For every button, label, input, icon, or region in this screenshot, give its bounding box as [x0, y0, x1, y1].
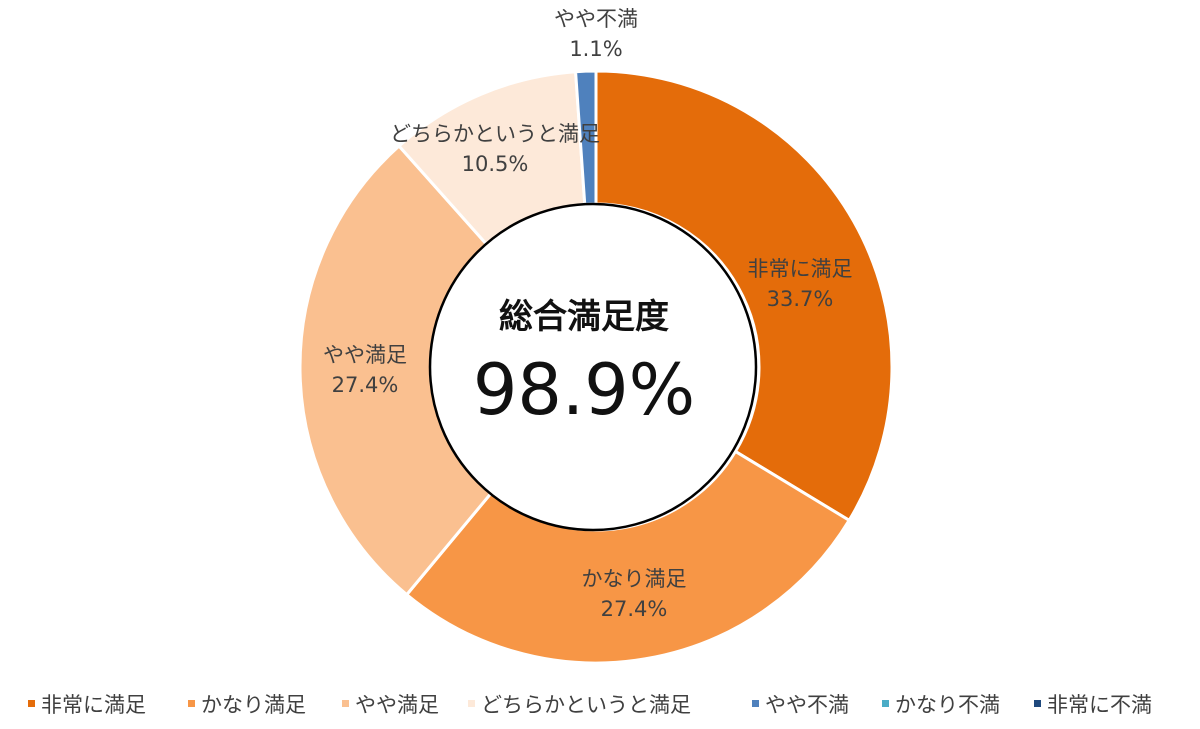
legend-item-2: かなり満足 [188, 693, 306, 717]
legend-swatch-2 [188, 700, 195, 707]
slice-label-4: どちらかというと満足 [390, 122, 600, 146]
legend-label-4: どちらかというと満足 [481, 693, 691, 717]
legend-label-5: やや不満 [765, 693, 849, 717]
center-title: 総合満足度 [499, 297, 669, 337]
legend-swatch-4 [468, 700, 475, 707]
legend-swatch-5 [752, 700, 759, 707]
slice-label-2: かなり満足 [582, 567, 687, 591]
slice-value-label-2: 27.4% [601, 597, 668, 621]
legend-swatch-6 [882, 700, 889, 707]
center-hole [428, 202, 758, 532]
legend-item-5: やや不満 [752, 693, 849, 717]
legend-swatch-1 [28, 700, 35, 707]
slice-label-1: 非常に満足 [748, 257, 853, 281]
slice-value-label-1: 33.7% [767, 287, 834, 311]
legend: 非常に満足 かなり満足 やや満足 どちらかというと満足 やや不満 かなり不満 非常に不満 [28, 693, 1152, 717]
legend-item-6: かなり不満 [882, 693, 1000, 717]
legend-label-1: 非常に満足 [41, 693, 146, 717]
slice-label-5: やや不満 [554, 7, 638, 31]
legend-item-3: やや満足 [342, 693, 439, 717]
slices-layer [298, 69, 894, 665]
legend-label-3: やや満足 [355, 693, 439, 717]
legend-label-6: かなり不満 [895, 693, 1000, 717]
legend-item-4: どちらかというと満足 [468, 693, 691, 717]
legend-item-1: 非常に満足 [28, 693, 146, 717]
center-value: 98.9% [473, 349, 695, 431]
legend-swatch-3 [342, 700, 349, 707]
legend-label-2: かなり満足 [201, 693, 306, 717]
slice-value-label-4: 10.5% [462, 152, 529, 176]
legend-item-7: 非常に不満 [1034, 693, 1152, 717]
slice-value-label-5: 1.1% [569, 37, 622, 61]
pie-slice-1 [594, 69, 894, 523]
legend-label-7: 非常に不満 [1047, 693, 1152, 717]
labels-layer: 非常に満足 33.7% かなり満足 27.4% やや満足 27.4% どちらかというと満足 1… [323, 7, 853, 621]
slice-label-3: やや満足 [323, 343, 407, 367]
slice-value-label-3: 27.4% [332, 373, 399, 397]
legend-swatch-7 [1034, 700, 1041, 707]
